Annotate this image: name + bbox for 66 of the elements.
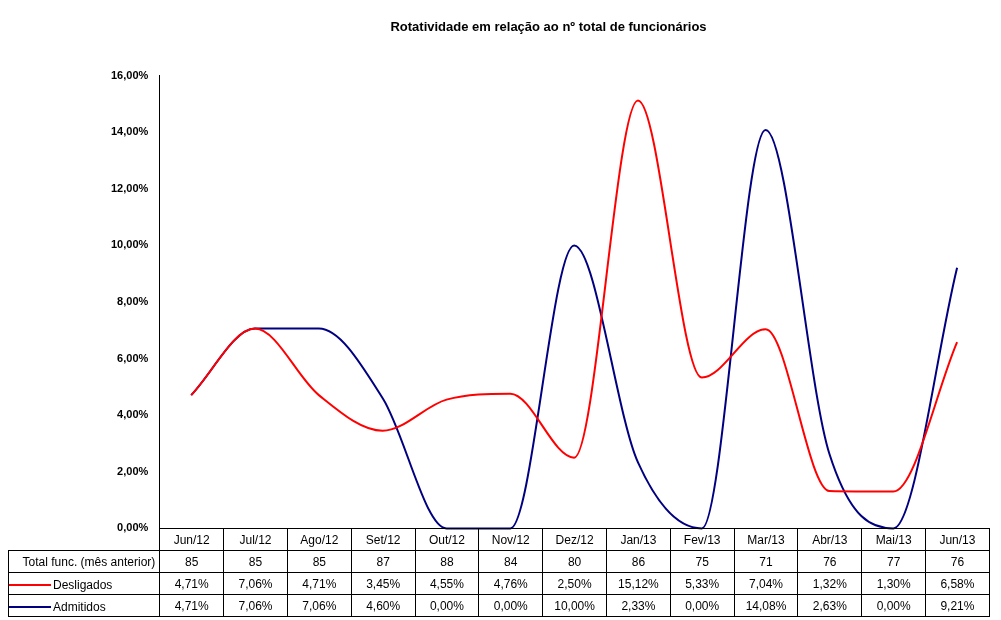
x-tick-label: Mar/13 bbox=[734, 528, 798, 551]
text: Total func. (mês anterior) bbox=[22, 554, 156, 569]
text: 80 bbox=[542, 550, 607, 573]
text: 75 bbox=[670, 550, 735, 573]
data-label: 2,33% bbox=[606, 594, 671, 617]
data-label: 0,00% bbox=[861, 594, 926, 617]
data-label: 1,30% bbox=[861, 572, 926, 595]
legend-label: Desligados bbox=[53, 578, 113, 593]
data-label: 0,00% bbox=[670, 594, 735, 617]
data-label: 10,00% bbox=[542, 594, 607, 617]
text: 71 bbox=[734, 550, 798, 573]
x-tick-label: Jun/13 bbox=[925, 528, 990, 551]
x-tick-label: Ago/12 bbox=[287, 528, 352, 551]
data-label: 3,45% bbox=[351, 572, 416, 595]
data-label: 0,00% bbox=[415, 594, 479, 617]
x-tick-label: Out/12 bbox=[415, 528, 479, 551]
data-label: 4,71% bbox=[159, 572, 224, 595]
text: 85 bbox=[287, 550, 352, 573]
text: 76 bbox=[797, 550, 862, 573]
x-tick-label: Nov/12 bbox=[478, 528, 543, 551]
legend-label: Admitidos bbox=[53, 600, 106, 615]
y-tick-label: 4,00% bbox=[117, 408, 149, 421]
y-tick-label: 10,00% bbox=[111, 238, 149, 251]
text: 86 bbox=[606, 550, 671, 573]
text: 84 bbox=[478, 550, 543, 573]
data-label: 6,58% bbox=[925, 572, 990, 595]
x-tick-label: Jan/13 bbox=[606, 528, 671, 551]
data-label: 7,06% bbox=[287, 594, 352, 617]
data-label: 14,08% bbox=[734, 594, 798, 617]
data-label: 4,71% bbox=[287, 572, 352, 595]
data-label: 7,04% bbox=[734, 572, 798, 595]
chart-title: Rotatividade em relação ao nº total de funcionários bbox=[390, 19, 707, 35]
data-label: 15,12% bbox=[606, 572, 671, 595]
x-tick-label: Fev/13 bbox=[670, 528, 735, 551]
data-label: 9,21% bbox=[925, 594, 990, 617]
x-tick-label: Jun/12 bbox=[159, 528, 224, 551]
data-label: 5,33% bbox=[670, 572, 735, 595]
x-tick-label: Set/12 bbox=[351, 528, 416, 551]
x-tick-label: Abr/13 bbox=[797, 528, 862, 551]
text: 85 bbox=[159, 550, 224, 573]
data-label: 2,63% bbox=[797, 594, 862, 617]
text: 76 bbox=[925, 550, 990, 573]
y-tick-label: 2,00% bbox=[117, 464, 149, 477]
data-label: 2,50% bbox=[542, 572, 607, 595]
y-tick-label: 16,00% bbox=[111, 68, 149, 81]
data-label: 7,06% bbox=[223, 594, 288, 617]
data-label: 0,00% bbox=[478, 594, 543, 617]
text: 77 bbox=[861, 550, 926, 573]
x-tick-label: Jul/12 bbox=[223, 528, 288, 551]
y-tick-label: 6,00% bbox=[117, 351, 149, 364]
x-tick-label: Dez/12 bbox=[542, 528, 607, 551]
y-tick-label: 0,00% bbox=[117, 521, 149, 534]
data-label: 7,06% bbox=[223, 572, 288, 595]
line-series bbox=[190, 99, 959, 493]
text: 85 bbox=[223, 550, 288, 573]
x-tick-label: Mai/13 bbox=[861, 528, 926, 551]
y-tick-label: 14,00% bbox=[111, 125, 149, 138]
y-tick-label: 8,00% bbox=[117, 295, 149, 308]
text: 87 bbox=[351, 550, 416, 573]
data-label: 4,71% bbox=[159, 594, 224, 617]
data-label: 4,55% bbox=[415, 572, 479, 595]
y-tick-label: 12,00% bbox=[111, 181, 149, 194]
text: 88 bbox=[415, 550, 479, 573]
data-label: 1,32% bbox=[797, 572, 862, 595]
data-label: 4,60% bbox=[351, 594, 416, 617]
data-label: 4,76% bbox=[478, 572, 543, 595]
